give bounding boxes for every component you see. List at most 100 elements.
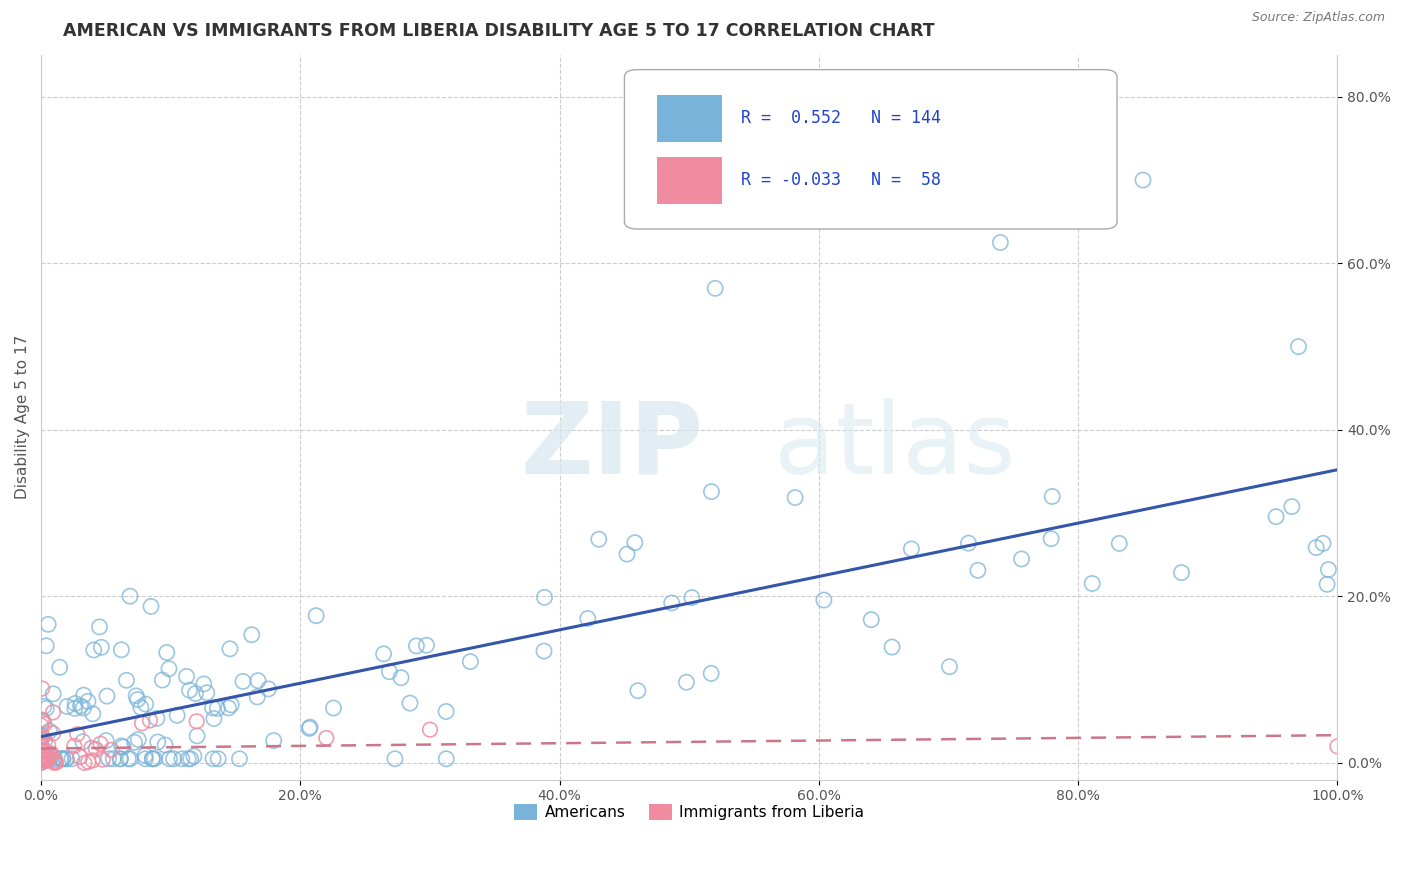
Point [41, 747, 63, 761]
Point [31, 738, 53, 752]
Point [31, 752, 53, 766]
Point [30, 739, 52, 754]
Point [900, 541, 922, 556]
Point [434, 705, 457, 719]
Point [82, 753, 104, 767]
Point [63, 701, 86, 715]
Point [89, 737, 111, 751]
Point [1316, 577, 1339, 591]
Point [42, 687, 65, 701]
Point [89, 620, 111, 634]
Point [1312, 536, 1334, 550]
Point [389, 671, 412, 685]
Point [45, 756, 67, 770]
Point [700, 484, 723, 499]
Point [49, 752, 72, 766]
Point [37, 617, 59, 632]
Legend: Americans, Immigrants from Liberia: Americans, Immigrants from Liberia [508, 798, 870, 826]
Point [166, 708, 188, 723]
Point [576, 611, 599, 625]
Point [35, 750, 58, 764]
Point [207, 752, 229, 766]
Point [1170, 566, 1192, 580]
Point [115, 673, 138, 688]
Point [32, 749, 55, 764]
Point [135, 697, 157, 711]
Point [860, 613, 883, 627]
Point [69, 750, 91, 764]
Point [118, 589, 141, 603]
Point [66, 727, 89, 741]
Point [139, 714, 162, 728]
Point [32, 747, 55, 762]
Point [298, 722, 321, 736]
Point [72, 735, 94, 749]
Point [103, 752, 125, 766]
Point [384, 752, 406, 766]
Point [186, 714, 208, 729]
Point [34, 717, 56, 731]
Point [419, 723, 441, 737]
Point [124, 735, 146, 749]
Point [56, 699, 79, 714]
Point [153, 738, 176, 752]
Point [134, 752, 156, 766]
Point [34, 733, 56, 747]
Point [957, 536, 980, 550]
Point [83, 643, 105, 657]
Point [31, 714, 53, 728]
FancyBboxPatch shape [657, 157, 721, 203]
Point [131, 716, 153, 731]
Point [38, 747, 60, 762]
Point [157, 662, 180, 676]
Point [30, 747, 52, 762]
Point [38, 724, 60, 739]
Point [1081, 576, 1104, 591]
Point [69, 698, 91, 713]
Point [72, 701, 94, 715]
Point [52, 752, 75, 766]
Point [35, 639, 58, 653]
Point [179, 683, 201, 698]
Point [32, 752, 55, 766]
Point [186, 729, 208, 743]
Point [55, 752, 77, 766]
Point [91, 752, 114, 766]
Point [681, 591, 703, 605]
Point [100, 743, 122, 757]
Point [55, 752, 77, 766]
Point [415, 638, 437, 652]
Point [207, 701, 229, 715]
Point [785, 491, 807, 505]
Point [42, 755, 65, 769]
Point [82, 706, 104, 721]
Point [150, 673, 173, 687]
Point [177, 752, 200, 766]
Point [39, 747, 62, 762]
Point [110, 739, 132, 753]
Point [1011, 552, 1033, 566]
Point [32, 699, 55, 714]
Point [460, 655, 482, 669]
Point [176, 669, 198, 683]
Point [32, 752, 55, 766]
Point [48, 660, 70, 674]
Point [661, 596, 683, 610]
Point [30, 743, 52, 757]
Point [202, 712, 225, 726]
Point [1281, 500, 1303, 514]
Point [110, 752, 132, 766]
Point [38, 752, 60, 766]
Point [30, 739, 52, 753]
Point [77, 694, 100, 708]
Point [73, 756, 96, 770]
Point [32, 752, 55, 766]
Point [146, 735, 169, 749]
Point [704, 281, 727, 295]
Point [120, 752, 142, 766]
Point [127, 732, 149, 747]
Point [202, 752, 225, 766]
Point [125, 689, 148, 703]
Point [1288, 340, 1310, 354]
Point [44, 752, 66, 766]
